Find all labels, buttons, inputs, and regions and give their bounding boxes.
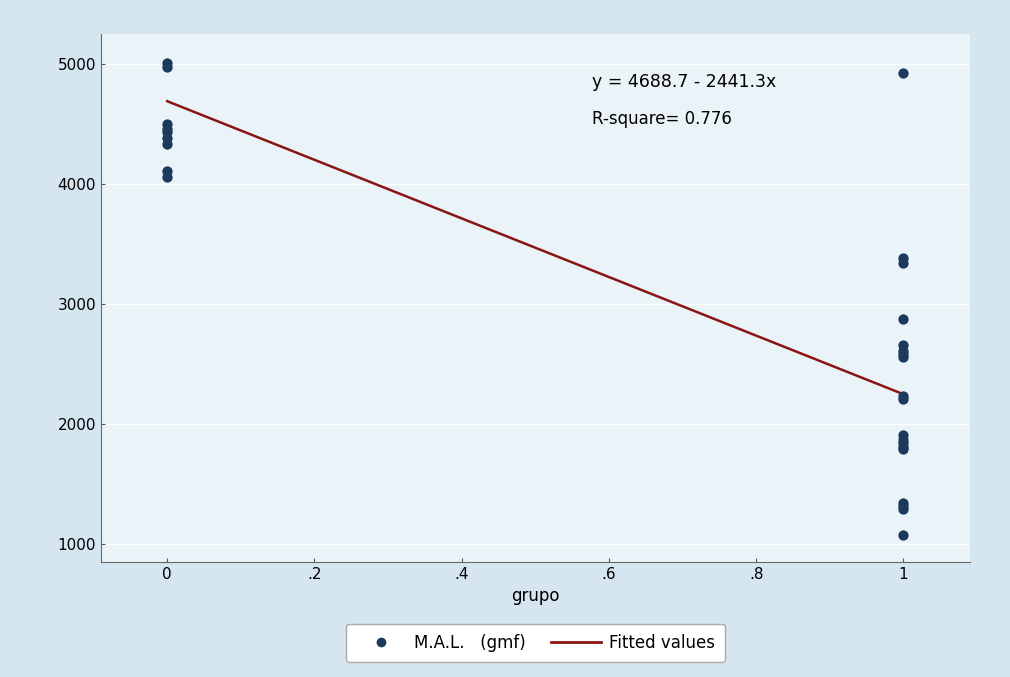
- Point: [895, 258, 911, 269]
- Point: [160, 124, 176, 135]
- Point: [895, 351, 911, 362]
- X-axis label: grupo: grupo: [511, 588, 560, 605]
- Point: [160, 171, 176, 182]
- Legend: M.A.L.   (gmf), Fitted values: M.A.L. (gmf), Fitted values: [345, 624, 725, 662]
- Point: [895, 501, 911, 512]
- Point: [895, 435, 911, 445]
- Text: R-square= 0.776: R-square= 0.776: [592, 110, 731, 129]
- Point: [160, 62, 176, 72]
- Point: [160, 132, 176, 143]
- Point: [895, 443, 911, 454]
- Text: y = 4688.7 - 2441.3x: y = 4688.7 - 2441.3x: [592, 73, 776, 91]
- Point: [895, 253, 911, 263]
- Point: [895, 529, 911, 540]
- Point: [895, 348, 911, 359]
- Point: [895, 498, 911, 508]
- Point: [895, 68, 911, 79]
- Point: [895, 393, 911, 404]
- Point: [895, 437, 911, 448]
- Point: [160, 139, 176, 150]
- Point: [895, 442, 911, 453]
- Point: [895, 391, 911, 401]
- Point: [895, 345, 911, 356]
- Point: [895, 314, 911, 325]
- Point: [160, 166, 176, 177]
- Point: [895, 503, 911, 514]
- Point: [895, 339, 911, 350]
- Point: [160, 118, 176, 129]
- Point: [160, 58, 176, 68]
- Point: [160, 127, 176, 137]
- Point: [895, 430, 911, 441]
